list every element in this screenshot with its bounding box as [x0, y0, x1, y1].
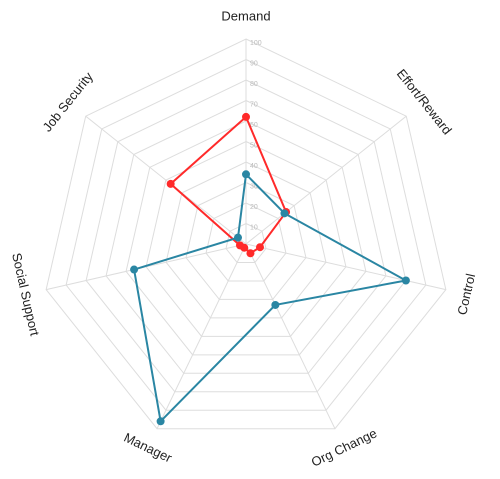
axis-label: Demand	[221, 8, 270, 23]
data-point	[166, 179, 175, 188]
axis-line	[245, 115, 407, 245]
grid-ring	[105, 99, 387, 374]
axis-label: Social Support	[9, 251, 43, 337]
series-line	[169, 115, 288, 255]
data-point	[271, 300, 280, 309]
data-point	[130, 265, 139, 274]
grid-ring	[45, 38, 447, 430]
tick-label: 100	[250, 40, 262, 47]
tick-label: 10	[250, 224, 258, 231]
axis-line	[156, 243, 247, 429]
grid-ring	[225, 222, 267, 263]
grid-ring	[165, 161, 327, 319]
tick-label: 80	[250, 81, 258, 88]
series-line	[132, 172, 409, 424]
data-point	[246, 249, 255, 258]
data-point	[280, 209, 289, 218]
tick-label: 50	[250, 142, 258, 149]
grid-ring	[125, 120, 367, 356]
axis-line	[245, 243, 336, 429]
axis-label: Manager	[122, 430, 175, 466]
tick-label: 30	[250, 183, 258, 190]
axis-label: Job Security	[40, 69, 97, 135]
data-point	[233, 233, 242, 242]
tick-label: 20	[250, 204, 258, 211]
grid-ring	[205, 202, 287, 282]
tick-label: 40	[250, 163, 258, 170]
data-point	[242, 112, 250, 121]
axis-line	[245, 243, 446, 291]
tick-label: 70	[250, 101, 258, 108]
tick-label: 90	[250, 60, 258, 67]
grid-ring	[65, 58, 427, 411]
axis-label: Org Change	[309, 425, 379, 469]
grid-ring	[85, 79, 407, 393]
data-point	[255, 243, 264, 252]
data-point	[236, 241, 245, 250]
axis-line	[85, 115, 247, 245]
tick-label: 60	[250, 122, 258, 129]
data-point	[156, 417, 165, 426]
data-point	[242, 170, 250, 179]
grid-ring	[185, 181, 307, 300]
data-point	[401, 276, 410, 285]
axis-label: Effort/Reward	[394, 66, 455, 137]
axis-label: Control	[454, 272, 478, 316]
grid-ring	[145, 140, 347, 337]
